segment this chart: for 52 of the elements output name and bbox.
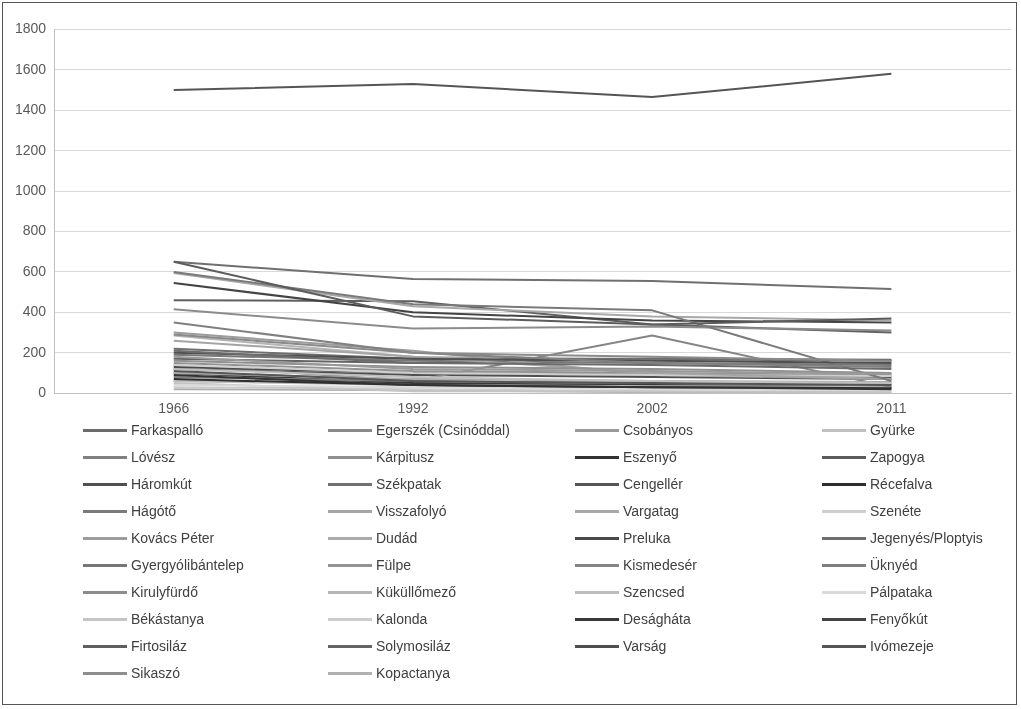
legend-label: Dudád [376,530,418,546]
y-tick-label: 400 [22,303,47,320]
x-tick-label: 2011 [876,400,907,417]
legend-label: Békástanya [131,611,205,627]
legend-label: Csobányos [623,422,694,438]
legend-label: Vargatag [623,503,679,519]
legend-label: Zapogya [870,449,925,465]
y-tick-label: 1800 [14,20,47,37]
legend-label: Kismedesér [623,557,697,573]
legend-label: Egerszék (Csinóddal) [376,422,510,438]
legend-label: Farkaspalló [131,422,204,438]
x-tick-label: 2002 [636,400,668,417]
legend-label: Récefalva [870,476,933,492]
legend-label: Kárpitusz [376,449,435,465]
y-tick-label: 1600 [14,60,47,77]
legend-label: Varság [623,638,667,654]
legend-label: Ivómezeje [870,638,934,654]
legend-label: Hágótő [131,503,177,519]
legend-label: Gyergyólibántelep [131,557,244,573]
legend-label: Solymosiláz [376,638,451,654]
legend-label: Fülpe [376,557,412,573]
legend-label: Jegenyés/Ploptyis [870,530,983,546]
legend-label: Kopactanya [376,665,450,681]
legend-label: Üknyéd [870,557,918,573]
legend-label: Cengellér [623,476,683,492]
legend-label: Szenéte [870,503,922,519]
legend-label: Deságháta [623,611,691,627]
y-tick-label: 200 [22,343,47,360]
legend-label: Sikaszó [131,665,181,681]
y-tick-label: 800 [22,222,47,239]
legend-label: Szencsed [623,584,685,600]
x-tick-label: 1966 [158,400,190,417]
legend-label: Kovács Péter [131,530,215,546]
y-tick-label: 1000 [14,181,47,198]
legend-label: Székpatak [376,476,442,492]
legend-label: Lóvész [131,449,176,465]
y-tick-label: 1400 [14,101,47,118]
legend-label: Küküllőmező [376,584,457,600]
legend-label: Háromkút [131,476,192,492]
x-tick-label: 1992 [397,400,429,417]
y-tick-label: 0 [38,384,47,401]
legend-label: Kalonda [376,611,428,627]
y-tick-label: 1200 [14,141,47,158]
y-tick-label: 600 [22,262,47,279]
legend-label: Gyürke [870,422,916,438]
legend-label: Fenyőkút [870,611,928,627]
legend-label: Preluka [623,530,671,546]
legend-label: Pálpataka [870,584,933,600]
legend-label: Visszafolyó [376,503,447,519]
legend-label: Kirulyfürdő [131,584,198,600]
legend-label: Eszenyő [623,449,677,465]
legend-label: Firtosiláz [131,638,188,654]
